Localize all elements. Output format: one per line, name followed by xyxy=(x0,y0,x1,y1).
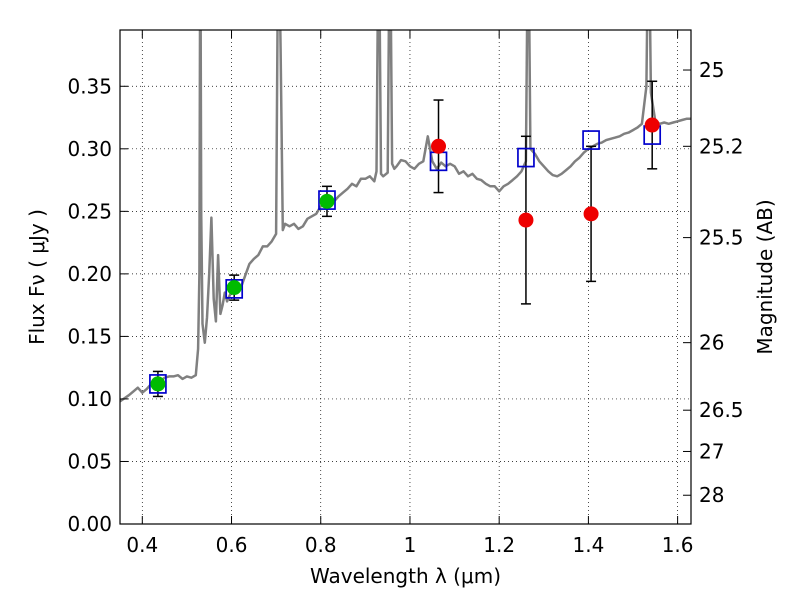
model-photometry-square xyxy=(517,147,535,168)
magnitude-tick-label: 25 xyxy=(699,58,724,82)
right-axis-title: Magnitude (AB) xyxy=(753,199,777,354)
magnitude-tick-label: 28 xyxy=(699,483,724,507)
x-tick-label: 1.4 xyxy=(572,533,604,557)
nir-flux-point xyxy=(644,117,660,133)
y-tick-label: 0.30 xyxy=(67,137,112,161)
y-tick-label: 0.00 xyxy=(67,512,112,536)
optical-flux-point xyxy=(150,376,166,392)
magnitude-tick-label: 26 xyxy=(699,331,724,355)
magnitude-tick-label: 27 xyxy=(699,439,724,463)
x-axis-title: Wavelength λ (μm) xyxy=(310,564,501,588)
y-tick-label: 0.20 xyxy=(67,262,112,286)
model-photometry-square xyxy=(149,374,167,394)
x-tick-label: 0.8 xyxy=(305,533,337,557)
y-tick-label: 0.25 xyxy=(67,199,112,223)
plot-frame xyxy=(119,29,692,525)
optical-flux-point xyxy=(226,280,242,296)
y-axis-title: Flux Fν ( μJy ) xyxy=(25,209,49,345)
x-tick-label: 1 xyxy=(404,533,417,557)
x-tick-label: 1.2 xyxy=(483,533,515,557)
optical-flux-point xyxy=(319,193,335,209)
y-tick-label: 0.05 xyxy=(67,449,112,473)
model-photometry-square xyxy=(225,279,244,299)
magnitude-tick-label: 25.5 xyxy=(699,226,744,250)
magnitude-tick-label: 26.5 xyxy=(699,398,744,422)
x-tick-label: 1.6 xyxy=(662,533,694,557)
plot-area xyxy=(120,30,691,524)
axis-ticks: 0.4 0.6 0.8 1 1.2 1.4 1.6 0.00 0.05 0.10 0.15 0.20 0… xyxy=(67,30,744,557)
y-tick-label: 0.10 xyxy=(67,387,112,411)
magnitude-tick-label: 25.2 xyxy=(699,134,744,158)
data-layer xyxy=(120,30,691,403)
model-photometry-square xyxy=(582,130,600,150)
x-tick-label: 0.4 xyxy=(126,533,158,557)
nir-flux-point xyxy=(431,138,447,154)
y-tick-label: 0.35 xyxy=(67,74,112,98)
nir-flux-point xyxy=(518,212,534,228)
nir-flux-point xyxy=(583,206,599,222)
x-tick-label: 0.6 xyxy=(216,533,248,557)
model-photometry-square xyxy=(318,190,336,210)
y-tick-label: 0.15 xyxy=(67,324,112,348)
